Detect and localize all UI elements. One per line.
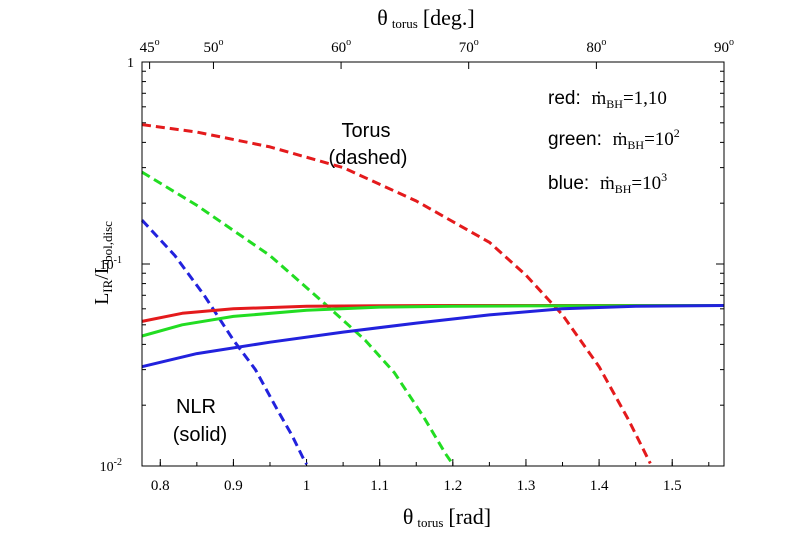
x-tick-label: 1.4 — [590, 478, 609, 494]
legend-entry-red: red: ṁBH=1,10 — [548, 88, 667, 111]
top-tick-label: 80o — [586, 37, 606, 56]
y-axis-title: LIR/Lbol,disc — [91, 221, 115, 305]
x-axis-title: θ torus [rad] — [403, 504, 491, 530]
top-tick-label: 45o — [140, 37, 160, 56]
plot-frame — [141, 61, 725, 467]
x-tick-label: 1.2 — [443, 478, 462, 494]
x-tick-label: 0.8 — [151, 478, 170, 494]
legend-entry-green: green: ṁBH=102 — [548, 126, 680, 152]
x-tick-label: 1 — [303, 478, 311, 494]
torus-annotation-line2: (dashed) — [329, 147, 408, 169]
series-solid-5 — [141, 304, 725, 369]
series-solid-4 — [141, 304, 725, 338]
y-tick-label: 10-2 — [100, 457, 122, 475]
y-tick-label: 1 — [127, 56, 134, 71]
nlr-annotation-line2: (solid) — [173, 424, 227, 446]
x-tick-label: 1.1 — [370, 478, 389, 494]
x-tick-label: 1.5 — [663, 478, 682, 494]
x-tick-label: 1.3 — [517, 478, 536, 494]
x-tick-label: 0.9 — [224, 478, 243, 494]
top-tick-label: 70o — [459, 37, 479, 56]
y-tick-label: 10-1 — [100, 255, 122, 273]
nlr-annotation-line1: NLR — [176, 396, 216, 418]
top-axis-title: θ torus [deg.] — [377, 5, 474, 31]
series-dashed-0 — [141, 123, 652, 465]
torus-annotation-line1: Torus — [342, 120, 391, 142]
top-tick-label: 90o — [714, 37, 734, 56]
series-dashed-2 — [140, 219, 308, 466]
top-tick-label: 60o — [331, 37, 351, 56]
legend-entry-blue: blue: ṁBH=103 — [548, 170, 667, 196]
top-tick-label: 50o — [203, 37, 223, 56]
series-dashed-1 — [141, 170, 455, 466]
legend: red: ṁBH=1,10 green: ṁBH=102 blue: ṁBH=1… — [548, 88, 680, 196]
